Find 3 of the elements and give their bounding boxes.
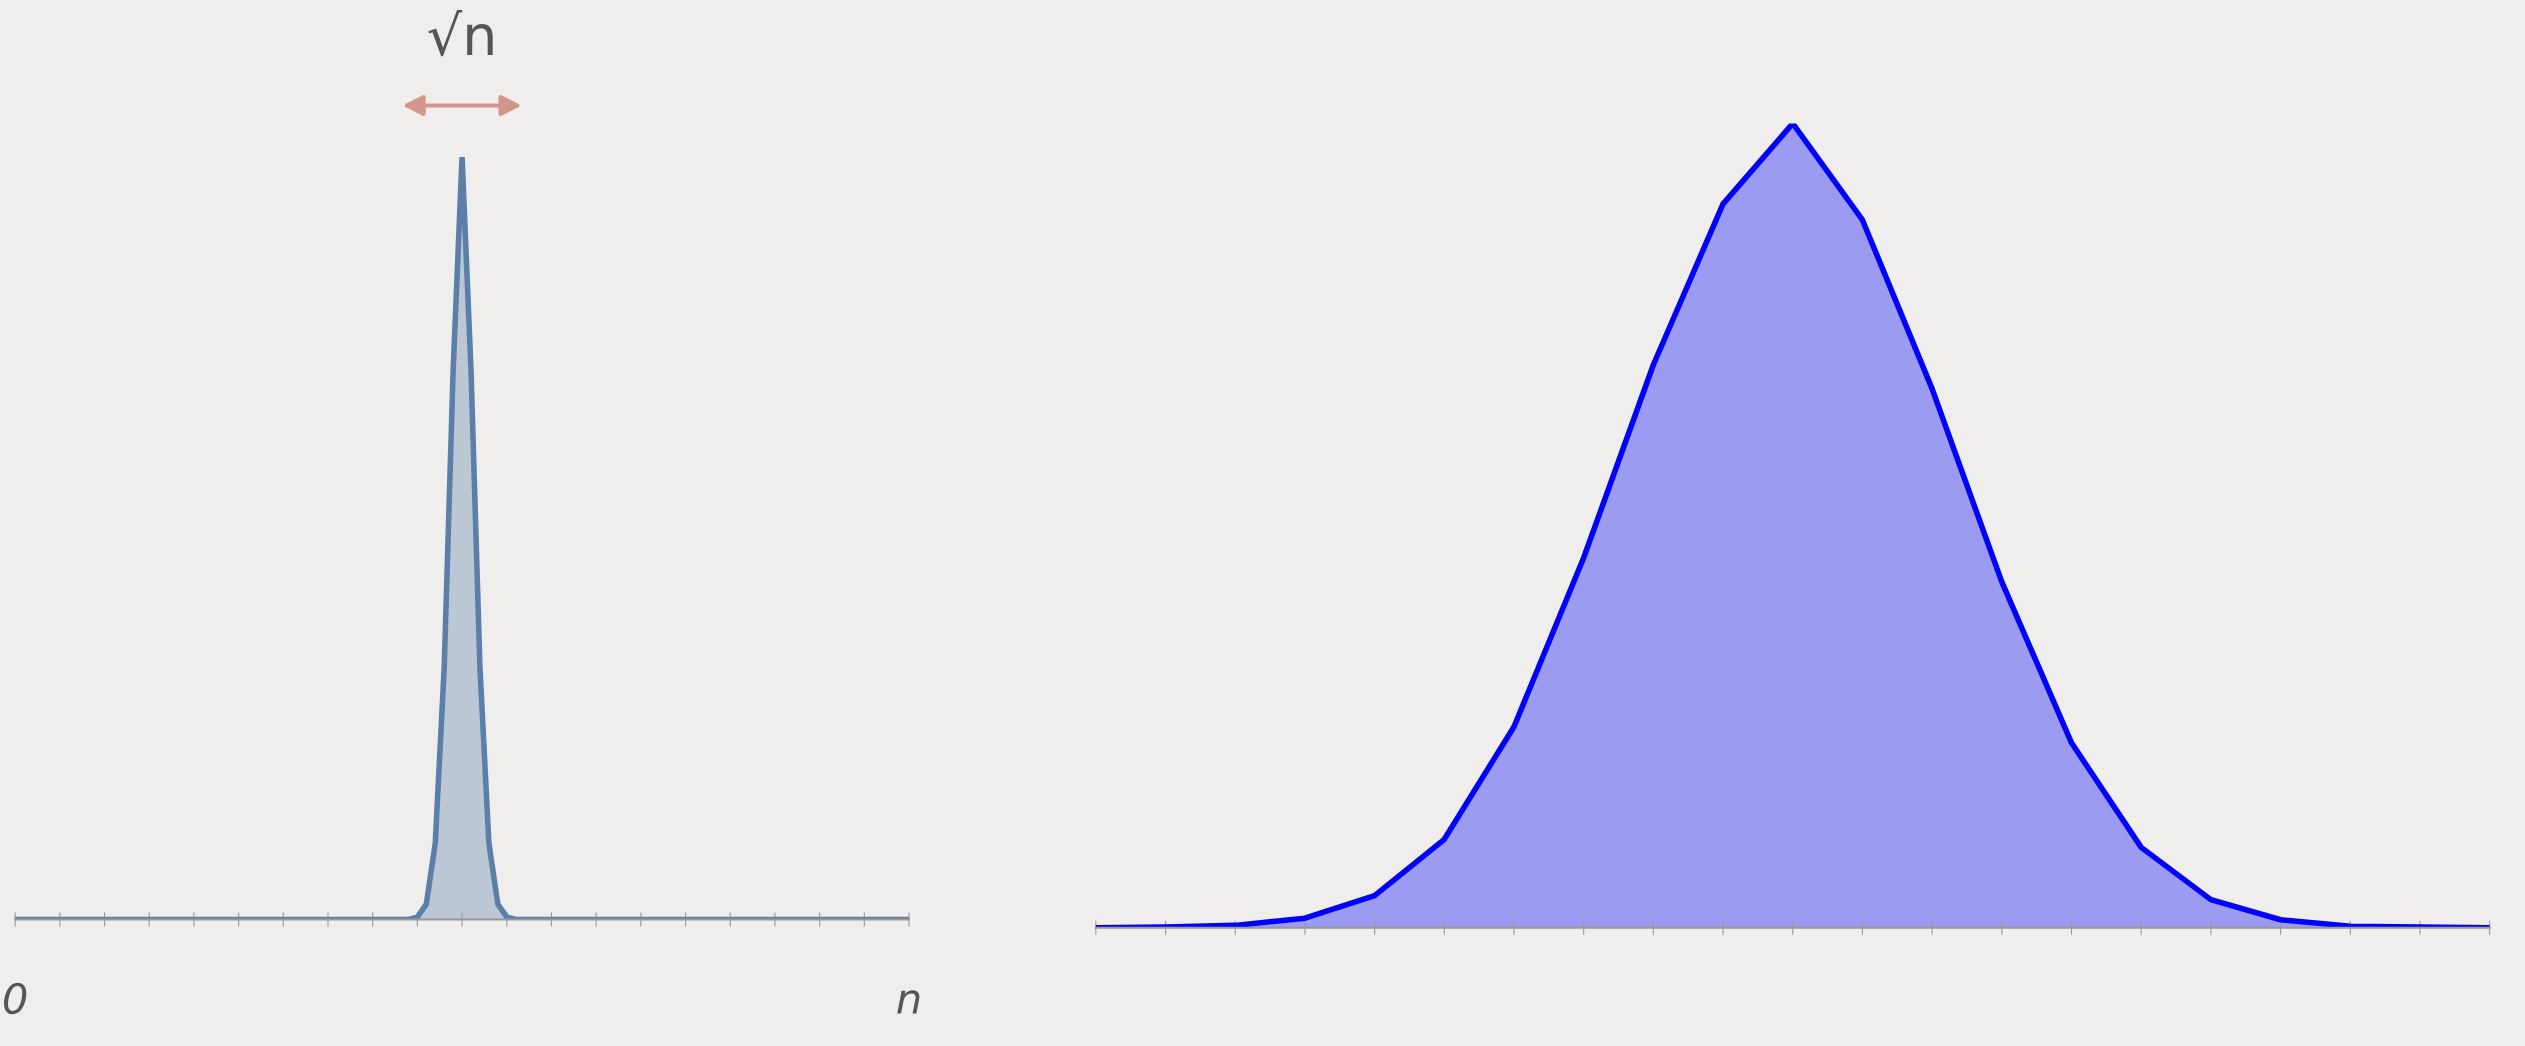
x-tick-label: 0 [3,982,27,1015]
x-tick-label: n [897,990,920,1014]
annotation: √n [428,10,493,57]
